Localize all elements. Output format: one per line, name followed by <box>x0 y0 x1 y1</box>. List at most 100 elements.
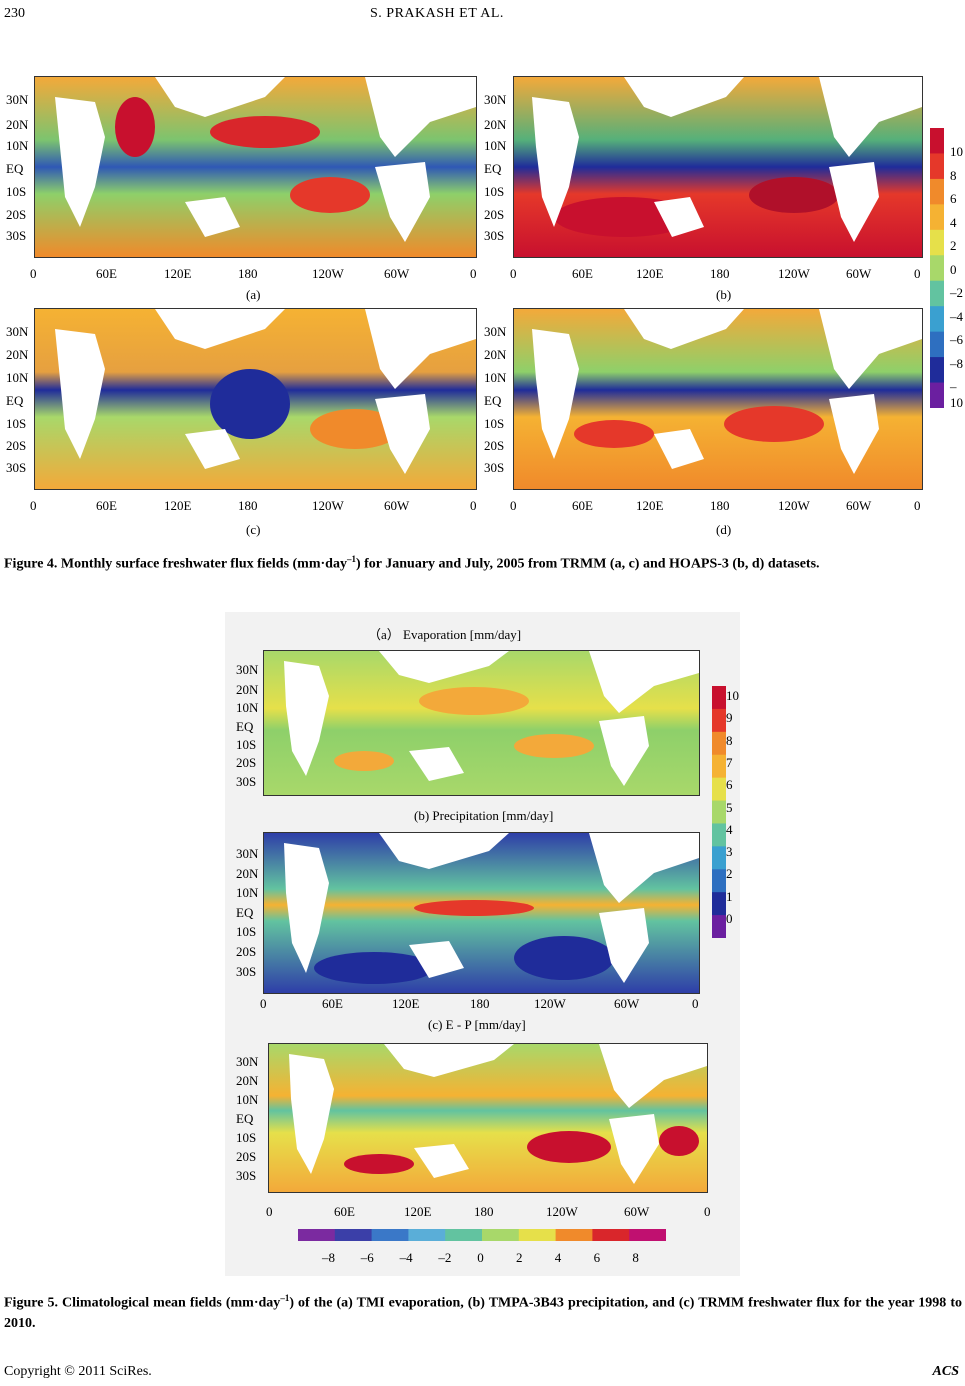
longitude-label: 60E <box>334 1204 355 1219</box>
colorbar-segment <box>712 800 726 824</box>
latitude-label: 10N <box>236 885 259 900</box>
colorbar-segment <box>518 1229 557 1241</box>
colorbar-tick-label: –6 <box>950 332 963 347</box>
figure-4-colorbar <box>930 128 944 408</box>
colorbar-tick-label: –2 <box>438 1250 452 1265</box>
panel-title-evaporation: （a） Evaporation [mm/day] <box>368 627 522 642</box>
colorbar-tick-label: 4 <box>950 214 957 230</box>
colorbar-tick-label: –2 <box>950 285 963 300</box>
latitude-label: EQ <box>6 393 24 408</box>
latitude-label: 30N <box>236 1054 259 1069</box>
colorbar-tick-label: 4 <box>726 821 733 837</box>
colorbar-segment <box>408 1229 446 1241</box>
colorbar-segment <box>930 357 944 384</box>
longitude-label: 0 <box>704 1204 711 1219</box>
colorbar-tick-label: 0 <box>726 911 733 926</box>
colorbar-segment <box>930 153 944 180</box>
colorbar-segment <box>371 1229 409 1241</box>
latitude-label: 10S <box>236 737 257 752</box>
longitude-label: 120W <box>546 1204 578 1219</box>
map-panel-a-image <box>35 77 476 257</box>
longitude-label: 180 <box>710 498 730 513</box>
figure-5-vertical-colorbar <box>712 686 726 938</box>
colorbar-tick-label: 5 <box>726 799 733 815</box>
latitude-label: EQ <box>484 393 502 408</box>
figure-5-caption: Figure 5. Climatological mean fields (mm… <box>4 1293 963 1331</box>
latitude-label: EQ <box>6 161 24 176</box>
page-number: 230 <box>4 6 25 21</box>
latitude-label: 30S <box>484 460 505 475</box>
colorbar-tick-label: 6 <box>950 191 957 206</box>
colorbar-tick-label: 8 <box>950 167 957 183</box>
map-evaporation <box>263 650 700 796</box>
latitude-label: 10S <box>6 184 27 199</box>
latitude-label: 30S <box>236 774 257 789</box>
colorbar-tick-label: –4 <box>950 308 963 324</box>
longitude-label: 180 <box>474 1204 494 1219</box>
colorbar-tick-label: 8 <box>632 1250 639 1265</box>
longitude-label: 60W <box>846 266 872 281</box>
longitude-label: 120E <box>164 498 192 513</box>
longitude-label: 120E <box>392 996 420 1011</box>
colorbar-segment <box>712 869 726 893</box>
colorbar-segment <box>712 846 726 870</box>
colorbar-tick-label: –8 <box>322 1250 335 1265</box>
map-panel-c <box>34 308 477 490</box>
running-header-authors: S. PRAKASH ET AL. <box>370 6 504 21</box>
longitude-label: 0 <box>470 266 477 281</box>
latitude-label: 30N <box>236 662 259 677</box>
panel-title-e-minus-p: (c) E - P [mm/day] <box>428 1017 526 1032</box>
longitude-label: 0 <box>692 996 699 1011</box>
figure-4-caption: Figure 4. Monthly surface freshwater flu… <box>4 554 820 572</box>
colorbar-tick-label: 6 <box>593 1250 601 1265</box>
latitude-label: 10S <box>236 1130 257 1145</box>
colorbar-segment <box>334 1229 373 1241</box>
latitude-label: 30N <box>236 846 259 861</box>
colorbar-segment <box>629 1229 666 1241</box>
map-evaporation-image <box>264 651 699 795</box>
panel-title-precipitation: (b) Precipitation [mm/day] <box>414 808 554 823</box>
latitude-label: 10N <box>484 138 507 153</box>
latitude-label: 20N <box>6 347 29 362</box>
longitude-label: 60W <box>384 498 410 513</box>
colorbar-segment <box>712 731 726 756</box>
map-precipitation <box>263 832 700 994</box>
map-panel-a <box>34 76 477 258</box>
longitude-label: 120W <box>778 498 810 513</box>
colorbar-segment <box>712 823 726 847</box>
longitude-label: 120W <box>778 266 810 281</box>
latitude-label: 20S <box>484 207 505 222</box>
longitude-label: 0 <box>914 266 921 281</box>
map-panel-b-image <box>514 77 922 257</box>
latitude-label: 30S <box>6 460 27 475</box>
latitude-label: 10N <box>236 700 259 715</box>
longitude-label: 60W <box>624 1204 650 1219</box>
latitude-label: 10N <box>6 370 29 385</box>
colorbar-tick-label: 7 <box>726 754 733 770</box>
figure-5-horizontal-colorbar <box>298 1229 666 1241</box>
longitude-label: 0 <box>470 498 477 513</box>
latitude-label: 20N <box>236 866 259 881</box>
longitude-label: 180 <box>710 266 730 281</box>
longitude-label: 120W <box>312 266 344 281</box>
longitude-label: 60E <box>322 996 343 1011</box>
latitude-label: 30S <box>6 228 27 243</box>
colorbar-tick-label: 2 <box>726 866 733 882</box>
colorbar-segment <box>930 128 944 154</box>
colorbar-segment <box>445 1229 483 1241</box>
longitude-label: 60W <box>614 996 640 1011</box>
colorbar-tick-label: 0 <box>477 1250 484 1265</box>
latitude-label: 10N <box>484 370 507 385</box>
map-e-minus-p <box>268 1043 708 1193</box>
latitude-label: 10N <box>236 1092 259 1107</box>
latitude-label: 20N <box>6 117 29 132</box>
latitude-label: 30S <box>484 228 505 243</box>
colorbar-tick-label: 8 <box>726 732 733 748</box>
latitude-label: EQ <box>236 1111 254 1126</box>
latitude-label: EQ <box>484 161 502 176</box>
latitude-label: 10S <box>484 416 505 431</box>
colorbar-tick-label: –10 <box>950 379 963 410</box>
map-panel-d <box>513 308 923 490</box>
latitude-label: 30N <box>6 92 29 107</box>
colorbar-tick-label: 9 <box>726 710 733 726</box>
